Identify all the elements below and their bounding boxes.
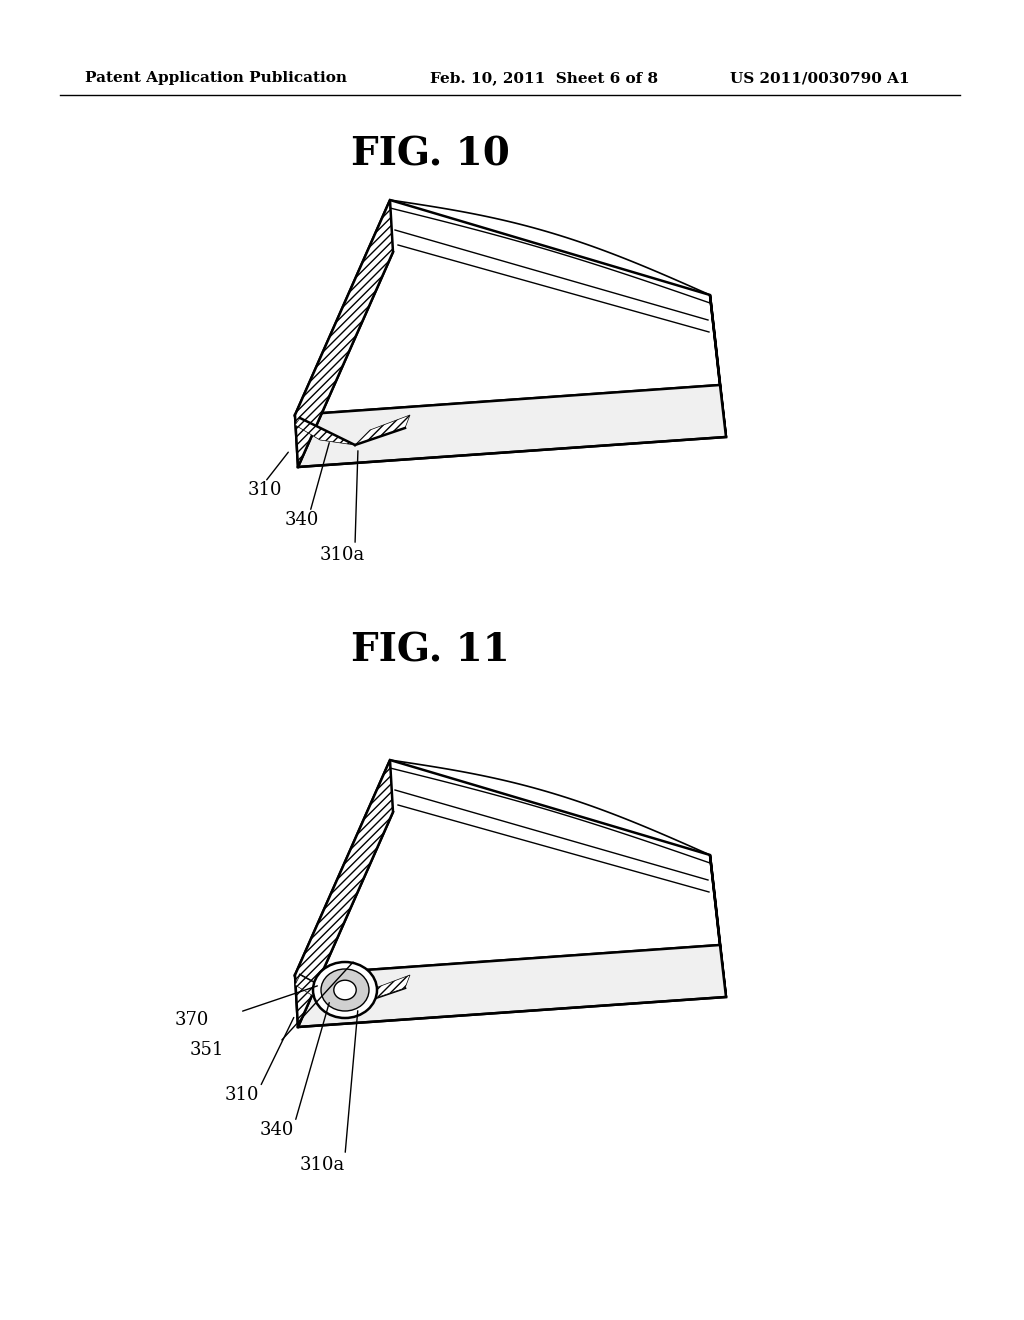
Text: 310a: 310a (319, 546, 366, 564)
Text: 310: 310 (248, 480, 283, 499)
Polygon shape (295, 945, 726, 1027)
Text: FIG. 11: FIG. 11 (350, 631, 509, 669)
Polygon shape (295, 760, 720, 975)
Ellipse shape (334, 981, 356, 999)
Text: Feb. 10, 2011  Sheet 6 of 8: Feb. 10, 2011 Sheet 6 of 8 (430, 71, 658, 84)
Text: 310a: 310a (300, 1156, 345, 1173)
Text: 340: 340 (285, 511, 319, 529)
Text: 351: 351 (190, 1041, 224, 1059)
Ellipse shape (313, 962, 377, 1018)
Polygon shape (710, 294, 726, 437)
Text: 370: 370 (175, 1011, 209, 1030)
Text: US 2011/0030790 A1: US 2011/0030790 A1 (730, 71, 909, 84)
Polygon shape (295, 760, 393, 1027)
Polygon shape (295, 201, 720, 414)
Polygon shape (710, 855, 726, 997)
Polygon shape (355, 975, 410, 1005)
Polygon shape (295, 975, 355, 1005)
Text: 340: 340 (260, 1121, 294, 1139)
Ellipse shape (321, 969, 369, 1011)
Polygon shape (355, 414, 410, 445)
Polygon shape (295, 385, 726, 467)
Text: Patent Application Publication: Patent Application Publication (85, 71, 347, 84)
Text: FIG. 10: FIG. 10 (350, 136, 509, 174)
Polygon shape (295, 418, 355, 445)
Text: 310: 310 (225, 1086, 259, 1104)
Polygon shape (295, 201, 393, 467)
